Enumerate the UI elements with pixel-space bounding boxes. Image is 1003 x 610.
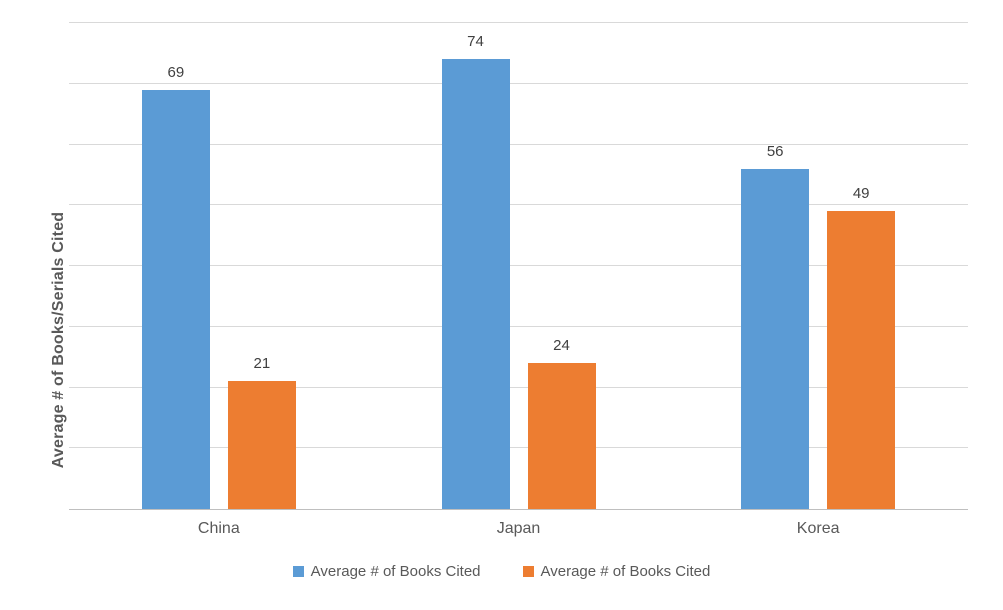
data-label-japan-series1: 74 bbox=[467, 33, 484, 51]
legend-item-series1: Average # of Books Cited bbox=[292, 563, 481, 580]
legend-swatch-icon bbox=[292, 566, 304, 577]
data-label-china-series2: 21 bbox=[253, 355, 271, 373]
x-axis-label-china: China bbox=[197, 520, 240, 537]
gridline-40 bbox=[69, 265, 968, 266]
gridline-20 bbox=[69, 386, 968, 388]
x-axis-labels: China Japan Korea bbox=[69, 521, 968, 541]
bar-korea-series2 bbox=[827, 211, 896, 509]
gridline-30 bbox=[69, 325, 968, 327]
gridline-50 bbox=[69, 204, 968, 206]
data-label-korea-series1: 56 bbox=[766, 142, 784, 160]
bar-china-series2 bbox=[227, 381, 296, 509]
legend-item-series2: Average # of Books Cited bbox=[522, 563, 711, 580]
data-label-japan-series2: 24 bbox=[553, 337, 570, 355]
legend-label-series2: Average # of Books Cited bbox=[540, 563, 711, 580]
y-axis-title: Average # of Books/Serials Cited bbox=[50, 211, 67, 469]
plot-area: 69 21 74 24 56 49 bbox=[69, 22, 968, 510]
bar-china-series1 bbox=[141, 89, 210, 509]
legend: Average # of Books Cited Average # of Boo… bbox=[0, 564, 1003, 579]
gridline-70 bbox=[69, 82, 968, 84]
x-axis-label-korea: Korea bbox=[796, 520, 840, 537]
bar-japan-series1 bbox=[441, 59, 510, 509]
legend-swatch-icon bbox=[522, 566, 534, 577]
data-label-korea-series2: 49 bbox=[852, 185, 870, 203]
legend-label-series1: Average # of Books Cited bbox=[310, 563, 481, 580]
data-label-china-series1: 69 bbox=[167, 63, 185, 81]
bar-korea-series1 bbox=[741, 168, 810, 509]
gridline-10 bbox=[69, 447, 968, 449]
bar-japan-series2 bbox=[527, 363, 596, 509]
gridline-60 bbox=[69, 143, 968, 145]
x-axis-label-japan: Japan bbox=[496, 520, 541, 537]
gridline-80 bbox=[69, 22, 968, 23]
